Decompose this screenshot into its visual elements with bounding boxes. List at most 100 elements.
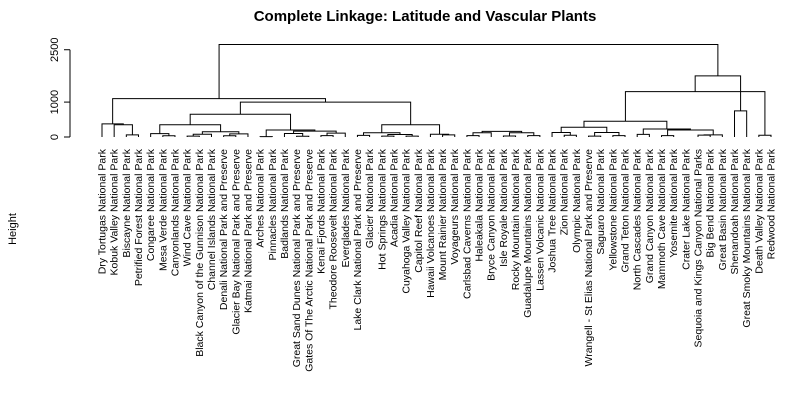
leaf-label: Kenai Fjords National Park [315, 148, 327, 274]
leaf-label: Yosemite National Park [668, 148, 680, 258]
leaf-label: Congaree National Park [145, 148, 157, 261]
leaf-label: Yellowstone National Park [607, 148, 619, 270]
dendrogram-link [150, 133, 170, 137]
leaf-label: Pinnacles National Park [267, 148, 279, 260]
leaf-label: Everglades National Park [340, 148, 352, 267]
leaf-label: Katmai National Park and Preserve [242, 149, 254, 313]
leaf-label: Great Smoky Mountains National Park [741, 148, 753, 327]
y-axis-ticks: 0 1000 2500 [49, 37, 70, 140]
dendrogram-link [612, 135, 626, 137]
leaf-label: Death Valley National Park [753, 148, 765, 273]
dendrogram-link [296, 135, 310, 137]
dendrogram-link [387, 134, 413, 137]
dendrogram-link [667, 129, 714, 136]
dendrogram-link [472, 132, 492, 137]
dendrogram-link [125, 134, 139, 137]
dendrogram-link [442, 134, 456, 137]
dendrogram-link [223, 135, 237, 137]
leaf-label: Mount Rainier National Park [437, 148, 449, 280]
leaf-label: Bryce Canyon National Park [486, 148, 498, 281]
leaf-label: Guadalupe Mountains National Park [522, 148, 534, 317]
dendrogram-link [734, 110, 748, 137]
leaf-label: North Cascades National Park [632, 148, 644, 290]
dendrogram-link [563, 134, 577, 137]
leaf-label: Carlsbad Caverns National Park [461, 148, 473, 299]
y-tick-label: 2500 [49, 37, 61, 61]
dendrogram-link [703, 134, 723, 137]
leaf-label: Wind Cave National Park [182, 148, 194, 266]
dendrogram-link [192, 133, 212, 137]
y-axis: 0 1000 2500 [49, 37, 71, 140]
leaf-label: Zion National Park [559, 148, 571, 235]
dendrogram-link [527, 135, 541, 137]
leaf-label: Lake Clark National Park and Preserve [352, 149, 364, 331]
leaf-label: Redwood National Park [766, 148, 778, 259]
dendrogram-link [265, 129, 316, 137]
dendrogram-link [502, 135, 517, 137]
dendrogram-link [429, 133, 450, 137]
leaf-label: Grand Teton National Park [620, 148, 632, 272]
dendrogram-link [218, 44, 719, 99]
dendrogram-link [481, 130, 523, 133]
dendrogram-link [101, 123, 124, 137]
dendrogram-link [189, 113, 292, 131]
leaf-label: Wrangell - St Elias National Park and Pr… [583, 149, 595, 367]
leaf-label: Petrified Forest National Park [133, 148, 145, 286]
y-tick-label: 1000 [49, 90, 61, 114]
dendrogram-link [162, 135, 176, 137]
leaf-label: Denali National Park and Preserve [218, 149, 230, 310]
dendrogram-link [560, 126, 608, 133]
leaf-label: Glacier Bay National Park and Preserve [230, 149, 242, 335]
dendrogram-link [159, 124, 222, 134]
leaf-label: Big Bend National Park [705, 148, 717, 257]
leaf-label: Rocky Mountain National Park [510, 148, 522, 290]
dendrogram-link [112, 98, 327, 124]
dendrogram-link [694, 75, 742, 111]
leaf-label: Channel Islands National Park [206, 148, 218, 290]
dendrogram-link [326, 132, 346, 137]
leaf-label: Isle Royale National Park [498, 148, 510, 267]
leaf-label: Dry Tortugas National Park [97, 148, 109, 274]
leaf-label: Mammoth Cave National Park [656, 148, 668, 289]
dendrogram-link [239, 101, 412, 125]
leaf-label: Great Sand Dunes National Park and Prese… [291, 149, 303, 367]
y-axis-label: Height [7, 213, 19, 245]
leaf-label: Voyageurs National Park [449, 148, 461, 264]
leaf-label: Mesa Verde National Park [157, 148, 169, 271]
leaf-label: Olympic National Park [571, 148, 583, 253]
dendrogram-link [320, 135, 334, 137]
leaf-label: Badlands National Park [279, 148, 291, 258]
leaf-label: Hot Springs National Park [376, 148, 388, 270]
dendrogram-link [583, 120, 668, 129]
dendrogram-link [758, 134, 772, 137]
leaf-label: Gates Of The Arctic National Park and Pr… [303, 149, 315, 372]
leaf-labels: Dry Tortugas National Park Kobuk Valley N… [97, 148, 778, 371]
leaf-label: Haleakala National Park [474, 148, 486, 261]
dendrogram-link [356, 134, 371, 137]
leaf-label: Hawaii Volcanoes National Park [425, 148, 437, 298]
dendrogram-link [466, 135, 480, 137]
dendrogram-links [101, 44, 772, 138]
leaf-label: Great Basin National Park [717, 148, 729, 270]
dendrogram-link [661, 135, 675, 137]
leaf-label: Lassen Volcanic National Park [534, 148, 546, 291]
leaf-label: Theodore Roosevelt National Park [328, 148, 340, 309]
leaf-label: Shenandoah National Park [729, 148, 741, 274]
leaf-label: Cuyahoga Valley National Park [401, 148, 413, 293]
leaf-label: Biscayne National Park [121, 148, 133, 257]
y-tick-label: 0 [49, 134, 61, 140]
leaf-label: Canyonlands National Park [169, 148, 181, 276]
dendrogram-link [642, 128, 691, 135]
leaf-label: Black Canyon of the Gunnison National Pa… [194, 148, 206, 357]
chart-title: Complete Linkage: Latitude and Vascular … [254, 8, 597, 25]
leaf-label: Sequoia and Kings Canyon National Parks [693, 149, 705, 347]
leaf-label: Saguaro National Park [595, 148, 607, 254]
leaf-label: Acadia National Park [388, 148, 400, 247]
dendrogram-link [381, 135, 395, 137]
leaf-label: Grand Canyon National Park [644, 148, 656, 283]
dendrogram-link [186, 135, 200, 137]
dendrogram-link [551, 131, 571, 137]
dendrogram-link [405, 135, 419, 137]
leaf-label: Arches National Park [255, 148, 267, 247]
